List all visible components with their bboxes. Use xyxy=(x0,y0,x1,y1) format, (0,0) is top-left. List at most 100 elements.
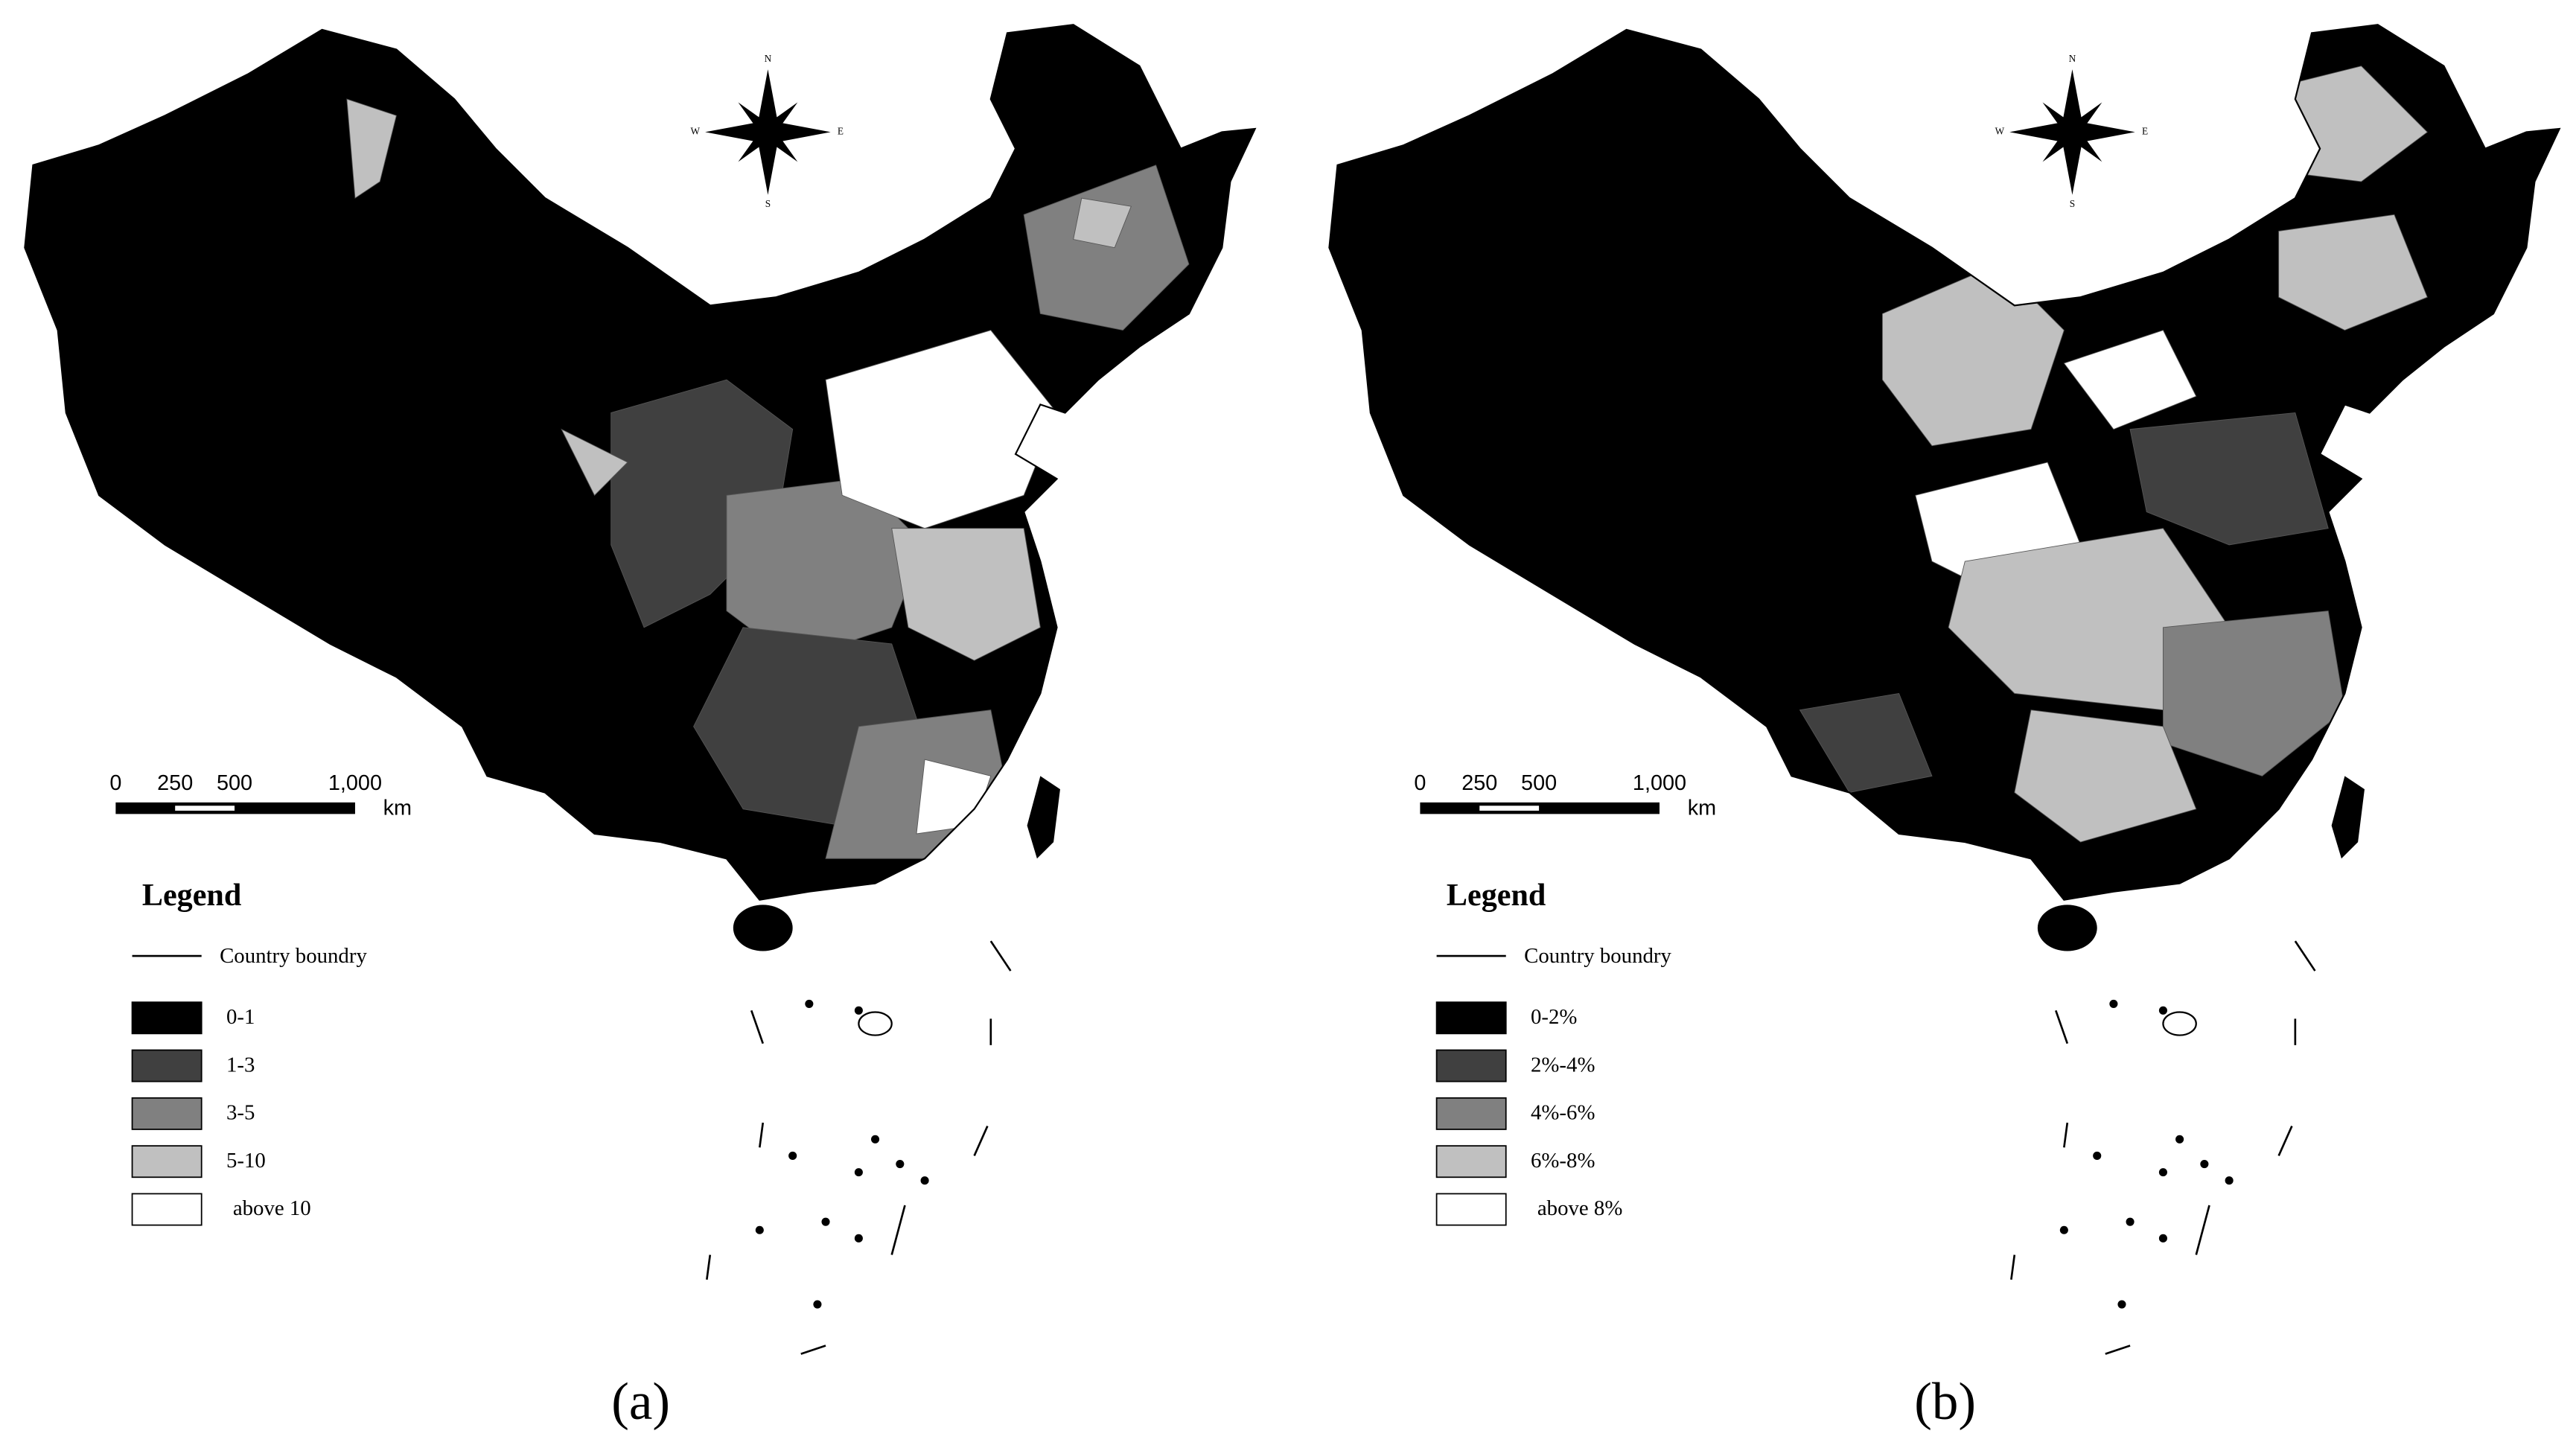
region xyxy=(561,428,628,497)
island xyxy=(2109,999,2118,1008)
legend-label: 3-5 xyxy=(226,1101,255,1125)
legend-swatch xyxy=(1435,1049,1507,1082)
island-line xyxy=(2105,1345,2131,1355)
island xyxy=(2200,1159,2209,1169)
compass-w: W xyxy=(1995,125,2005,136)
legend-title: Legend xyxy=(1447,878,1546,913)
island xyxy=(858,1011,893,1036)
panel-label: (a) xyxy=(611,1373,670,1431)
legend-swatch xyxy=(131,1097,203,1130)
compass-s: S xyxy=(2070,198,2075,209)
taiwan xyxy=(2331,776,2365,859)
region xyxy=(1073,197,1132,249)
island xyxy=(2126,1217,2135,1226)
legend-label: 2%-4% xyxy=(1531,1053,1595,1077)
region xyxy=(2162,610,2345,776)
compass-n: N xyxy=(2069,53,2076,64)
scale-bar xyxy=(115,802,355,814)
island-line xyxy=(2063,1122,2069,1148)
compass-rose xyxy=(2009,69,2135,195)
region xyxy=(2129,412,2329,546)
compass-n: N xyxy=(765,53,772,64)
scale-label: 250 xyxy=(157,771,193,795)
scale-bar xyxy=(1420,802,1660,814)
island xyxy=(2175,1135,2184,1144)
island xyxy=(755,1225,764,1234)
scale-unit: km xyxy=(383,796,412,820)
island-line xyxy=(890,1205,906,1255)
boundary-label: Country boundry xyxy=(1524,944,1671,968)
regions xyxy=(346,98,1190,859)
region xyxy=(891,528,1041,661)
legend-swatch xyxy=(131,1001,203,1035)
island xyxy=(2158,1234,2167,1243)
region xyxy=(346,98,397,199)
scale-label: 0 xyxy=(109,771,121,795)
scale-label: 500 xyxy=(1521,771,1557,795)
island-line xyxy=(750,1010,764,1044)
scale-unit: km xyxy=(1688,796,1716,820)
island-line xyxy=(2010,1254,2016,1280)
island-line xyxy=(2294,940,2316,972)
compass-s: S xyxy=(765,198,771,209)
compass-e: E xyxy=(2142,125,2148,136)
island xyxy=(854,1168,863,1177)
island-line xyxy=(989,940,1012,972)
island xyxy=(854,1006,863,1015)
taiwan xyxy=(1027,776,1060,859)
legend-label: 0-1 xyxy=(226,1005,255,1029)
panel-label: (b) xyxy=(1914,1373,1976,1431)
scale-bar-gap xyxy=(1479,806,1540,811)
compass-e: E xyxy=(838,125,844,136)
island xyxy=(896,1159,905,1169)
hainan xyxy=(2037,905,2097,951)
scale-bar-gap xyxy=(175,806,235,811)
compass-w: W xyxy=(691,125,701,136)
compass-rose xyxy=(705,69,831,195)
legend-swatch xyxy=(131,1049,203,1082)
region xyxy=(825,330,1058,529)
island xyxy=(2158,1006,2167,1015)
island xyxy=(805,999,814,1008)
island xyxy=(788,1151,797,1160)
island xyxy=(2059,1225,2068,1234)
island xyxy=(821,1217,830,1226)
island xyxy=(813,1300,822,1309)
island xyxy=(920,1176,929,1185)
legend-swatch xyxy=(1435,1145,1507,1179)
legend-swatch xyxy=(131,1193,203,1226)
legend-swatch xyxy=(1435,1001,1507,1035)
island xyxy=(2117,1300,2126,1309)
legend-label: 0-2% xyxy=(1531,1005,1577,1029)
legend-label: 5-10 xyxy=(226,1149,266,1173)
legend-label: 1-3 xyxy=(226,1053,255,1077)
island xyxy=(2158,1168,2167,1177)
legend-swatch xyxy=(1435,1193,1507,1226)
island xyxy=(2162,1011,2197,1036)
island xyxy=(871,1135,880,1144)
scale-label: 500 xyxy=(217,771,252,795)
scale-label: 0 xyxy=(1414,771,1426,795)
scale-label: 250 xyxy=(1461,771,1497,795)
region xyxy=(2014,709,2197,843)
island-line xyxy=(758,1122,765,1148)
scale-label: 1,000 xyxy=(328,771,382,795)
region xyxy=(2063,330,2197,430)
legend-swatch xyxy=(1435,1097,1507,1130)
island xyxy=(2093,1151,2102,1160)
island-line xyxy=(973,1125,989,1156)
legend-swatch xyxy=(131,1145,203,1179)
island-line xyxy=(2195,1205,2210,1255)
legend-label: 4%-6% xyxy=(1531,1101,1595,1125)
regions xyxy=(1799,66,2428,843)
island xyxy=(2225,1176,2234,1185)
legend-label: above 10 xyxy=(233,1196,311,1220)
island-line xyxy=(2277,1125,2293,1156)
island-line xyxy=(2055,1010,2069,1044)
region xyxy=(1799,692,1933,794)
region xyxy=(2278,214,2428,331)
island-line xyxy=(800,1345,826,1355)
